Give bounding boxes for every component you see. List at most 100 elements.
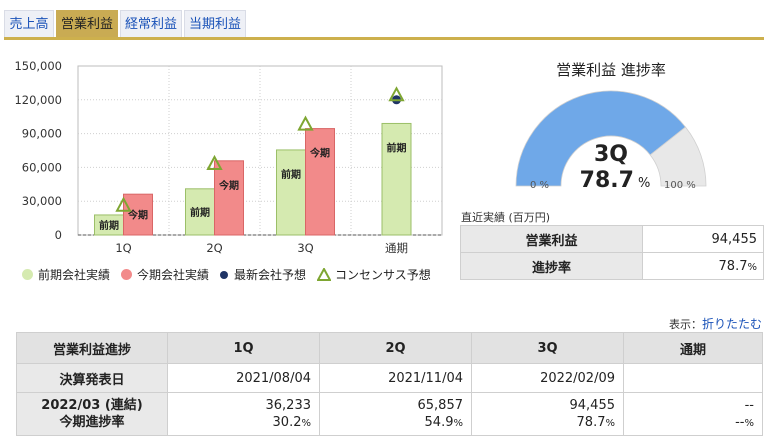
x-tick-label: 3Q (297, 241, 313, 255)
table-row: 決算発表日 2021/08/04 2021/11/04 2022/02/09 (16, 363, 763, 393)
consensus-point (206, 154, 223, 171)
bar-curr (123, 193, 153, 236)
profit-bar-chart: 030,00060,00090,000120,000150,000前期今期1Q前… (14, 59, 443, 255)
bar-label-prev: 前期 (190, 206, 210, 219)
cell-rate: 78.7% (480, 414, 615, 432)
cell-rate-unit: % (301, 417, 311, 429)
cell-rate-number: 54.9 (424, 414, 454, 430)
col-header: 2Q (319, 332, 472, 364)
table-row: 進捗率 78.7% (460, 252, 764, 280)
legend-label-consensus: コンセンサス予想 (335, 268, 431, 282)
progress-gauge (515, 90, 707, 187)
legend-label-prev: 前期会社実績 (38, 268, 111, 282)
bar-label-prev: 前期 (99, 219, 119, 232)
x-tick-label: 1Q (115, 241, 131, 255)
recent-results-table: 営業利益 94,455 進捗率 78.7% (460, 225, 764, 280)
triangle-icon (317, 268, 332, 281)
table-cell: 2021/11/04 (319, 363, 472, 393)
col-header: 営業利益進捗 (16, 332, 168, 364)
cell-rate-number: 78.7 (576, 414, 606, 430)
legend-item-prev: 前期会社実績 (22, 266, 110, 283)
table-cell: -- --% (623, 392, 763, 436)
x-tick-label: 2Q (206, 241, 222, 255)
table-row: 営業利益 94,455 (460, 225, 764, 253)
tab-underline (4, 37, 764, 40)
y-tick-label: 0 (55, 228, 62, 242)
gauge-title: 営業利益 進捗率 (556, 61, 666, 79)
table-row: 2022/03 (連結) 今期進捗率 36,233 30.2% 65,857 54.9… (16, 392, 763, 436)
bar-label-curr: 今期 (218, 179, 239, 192)
recent-value-rate-unit: % (747, 261, 757, 273)
collapse-link[interactable]: 折りたたむ (701, 317, 762, 331)
bar-label-prev: 前期 (281, 168, 301, 181)
y-tick-label: 90,000 (22, 127, 62, 141)
table-cell: 2021/08/04 (167, 363, 320, 393)
table-header-row: 営業利益進捗 1Q 2Q 3Q 通期 (16, 332, 763, 364)
consensus-point (297, 115, 314, 131)
gauge-fill (515, 90, 687, 187)
display-prefix: 表示： (668, 318, 702, 331)
bar-label-curr: 今期 (127, 209, 148, 222)
col-header: 1Q (167, 332, 320, 364)
cell-value: 65,857 (417, 397, 464, 413)
bar-label-curr: 今期 (309, 147, 330, 160)
y-tick-label: 150,000 (14, 59, 62, 73)
cell-value: 94,455 (569, 397, 616, 413)
recent-label-profit: 営業利益 (460, 225, 643, 253)
x-tick-label: 通期 (385, 241, 408, 255)
table-cell: 36,233 30.2% (167, 392, 320, 436)
consensus-point (388, 86, 405, 102)
gauge-min-label: 0 % (530, 180, 550, 191)
legend-item-consensus: コンセンサス予想 (317, 266, 431, 283)
cell-rate: 30.2% (176, 414, 311, 432)
tab-operating-profit[interactable]: 営業利益 (56, 10, 118, 37)
bar-label-prev: 前期 (387, 141, 407, 154)
y-tick-label: 30,000 (22, 194, 62, 208)
recent-results-caption: 直近実績 (百万円) (461, 211, 551, 224)
cell-value: -- (744, 397, 754, 413)
bar-curr (305, 128, 335, 236)
tab-sales[interactable]: 売上高 (4, 10, 54, 37)
recent-value-profit: 94,455 (642, 225, 764, 253)
y-tick-label: 120,000 (14, 93, 62, 107)
table-cell (623, 363, 763, 393)
cell-rate-number: 30.2 (272, 414, 302, 430)
col-header: 通期 (623, 332, 763, 364)
tab-bar: 売上高 営業利益 経常利益 当期利益 (0, 0, 770, 40)
legend-swatch-prev (22, 269, 33, 280)
cell-rate: --% (632, 414, 754, 432)
recent-value-rate-number: 78.7 (718, 258, 748, 274)
row-label: 2022/03 (連結) 今期進捗率 (16, 392, 168, 436)
bar-prev (381, 122, 412, 236)
recent-value-rate: 78.7% (642, 252, 764, 280)
gauge-value-number: 78.7 (579, 168, 634, 193)
gauge-remainder (649, 126, 707, 187)
table-cell: 94,455 78.7% (471, 392, 624, 436)
cell-rate: 54.9% (328, 414, 463, 432)
legend-swatch-curr (121, 269, 133, 280)
cell-rate-unit: % (744, 417, 754, 429)
gauge-value-unit: % (637, 176, 651, 191)
y-tick-label: 60,000 (22, 160, 62, 174)
legend-item-forecast: 最新会社予想 (220, 266, 306, 283)
row-label-rate: 今期進捗率 (59, 415, 125, 430)
table-cell: 65,857 54.9% (319, 392, 472, 436)
col-header: 3Q (471, 332, 624, 364)
legend-label-forecast: 最新会社予想 (234, 268, 307, 282)
tab-ordinary-profit[interactable]: 経常利益 (120, 10, 182, 37)
cell-value: 36,233 (265, 397, 312, 413)
row-label-period: 2022/03 (連結) (41, 398, 143, 413)
gauge-value: 78.7% (560, 168, 670, 193)
consensus-point (115, 196, 132, 212)
recent-label-rate: 進捗率 (460, 252, 643, 280)
bar-curr (214, 160, 244, 236)
cell-rate-unit: % (453, 417, 463, 429)
bar-prev (185, 188, 215, 236)
cell-rate-number: -- (735, 414, 745, 430)
progress-table: 営業利益進捗 1Q 2Q 3Q 通期 決算発表日 2021/08/04 2021… (16, 332, 763, 436)
tab-net-profit[interactable]: 当期利益 (184, 10, 246, 37)
legend-item-curr: 今期会社実績 (121, 266, 209, 283)
gauge-max-label: 100 % (664, 180, 696, 191)
recent-value-profit-number: 94,455 (711, 231, 758, 247)
gauge-quarter: 3Q (593, 142, 628, 167)
